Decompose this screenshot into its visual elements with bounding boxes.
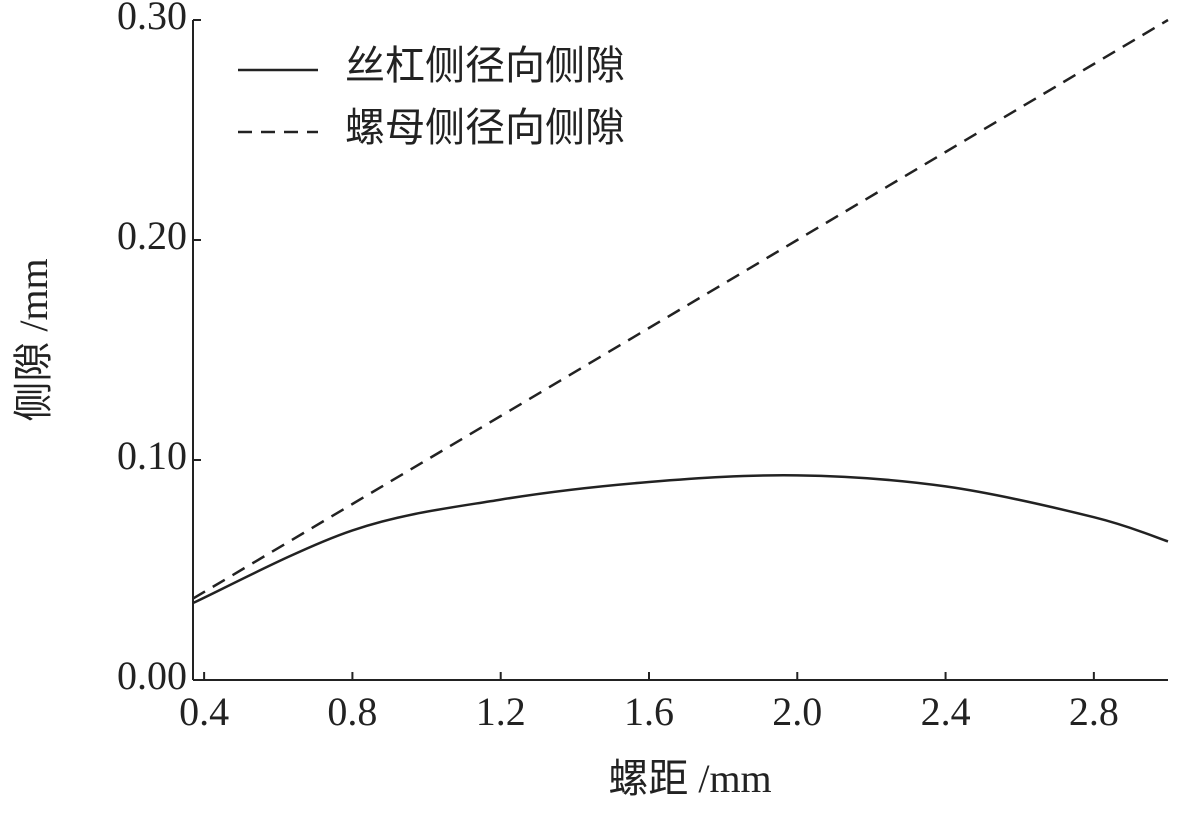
legend-label: 丝杠侧径向侧隙 <box>345 43 625 88</box>
y-tick-label: 0.20 <box>117 213 187 258</box>
x-tick-label: 0.8 <box>327 689 377 734</box>
x-tick-label: 2.0 <box>772 689 822 734</box>
series-line <box>192 18 1169 600</box>
y-tick-label: 0.00 <box>117 653 187 698</box>
x-tick-label: 2.8 <box>1069 689 1119 734</box>
x-axis-label: 螺距 /mm <box>608 756 771 801</box>
series-line <box>192 474 1169 605</box>
x-tick-label: 1.6 <box>624 689 674 734</box>
x-tick-label: 2.4 <box>921 689 971 734</box>
x-tick-label: 0.4 <box>179 689 229 734</box>
x-tick-label: 1.2 <box>476 689 526 734</box>
y-tick-label: 0.10 <box>117 433 187 478</box>
y-axis-label: 侧隙 /mm <box>11 258 56 421</box>
y-tick-label: 0.30 <box>117 0 187 38</box>
legend-label: 螺母侧径向侧隙 <box>345 105 625 150</box>
